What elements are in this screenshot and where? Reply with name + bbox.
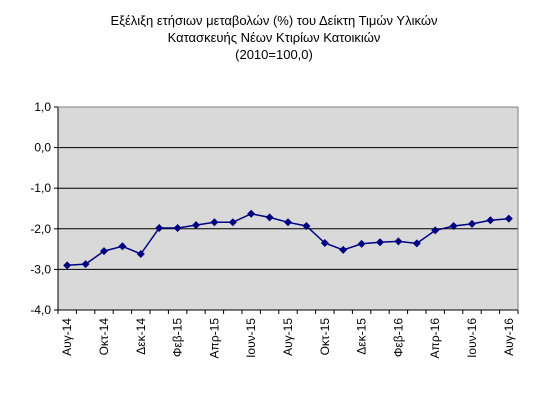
y-tick-label: -4,0 bbox=[30, 303, 51, 317]
data-point-marker bbox=[339, 245, 348, 254]
y-tick-label: 1,0 bbox=[34, 100, 51, 114]
x-tick-label: Δεκ-14 bbox=[134, 318, 148, 355]
data-point-marker bbox=[486, 216, 495, 225]
x-axis-ticks: Αυγ-14 Οκτ-14 Δεκ-14 Φεβ-15 Απρ-15 Ιουν-15 Αυγ… bbox=[57, 310, 519, 359]
data-point-marker bbox=[468, 219, 476, 228]
data-point-marker bbox=[173, 223, 182, 232]
x-tick-label: Φεβ-16 bbox=[391, 318, 405, 357]
series-markers bbox=[63, 209, 513, 270]
chart-title-line-2: Κατασκευής Νέων Κτιρίων Κατοικιών bbox=[167, 30, 381, 45]
x-tick-label: Απρ-16 bbox=[428, 318, 442, 359]
x-tick-label: Αυγ-15 bbox=[281, 318, 295, 356]
y-tick-label: -1,0 bbox=[30, 181, 51, 195]
x-tick-label: Αυγ-14 bbox=[60, 318, 74, 356]
data-point-marker bbox=[247, 209, 256, 218]
x-tick-label: Ιουν-15 bbox=[244, 318, 258, 358]
chart-title: Εξέλιξη ετήσιων μεταβολών (%) του Δείκτη… bbox=[0, 12, 548, 63]
data-point-marker bbox=[504, 214, 513, 223]
x-tick-label: Οκτ-15 bbox=[318, 318, 332, 356]
x-tick-label: Απρ-15 bbox=[207, 318, 221, 359]
data-point-marker bbox=[394, 237, 403, 246]
y-tick-label: 0,0 bbox=[34, 141, 51, 155]
data-point-marker bbox=[118, 242, 127, 251]
data-point-marker bbox=[284, 218, 292, 227]
data-point-marker bbox=[412, 239, 421, 248]
data-point-marker bbox=[100, 247, 108, 256]
y-tick-label: -2,0 bbox=[30, 222, 51, 236]
x-tick-label: Δεκ-15 bbox=[355, 318, 369, 355]
x-tick-label: Ιουν-16 bbox=[465, 318, 479, 358]
chart-title-line-1: Εξέλιξη ετήσιων μεταβολών (%) του Δείκτη… bbox=[110, 13, 438, 28]
x-tick-label: Οκτ-14 bbox=[97, 318, 111, 356]
data-point-marker bbox=[449, 221, 458, 230]
data-point-marker bbox=[63, 261, 72, 270]
axes bbox=[57, 106, 519, 311]
data-point-marker bbox=[302, 221, 311, 230]
data-point-marker bbox=[320, 239, 329, 248]
data-point-marker bbox=[136, 249, 145, 258]
data-point-marker bbox=[228, 218, 237, 227]
data-point-marker bbox=[210, 218, 219, 227]
data-point-marker bbox=[81, 260, 90, 269]
x-tick-label: Αυγ-16 bbox=[502, 318, 516, 356]
plot-area bbox=[58, 107, 518, 310]
data-point-marker bbox=[357, 239, 366, 248]
data-point-marker bbox=[376, 238, 384, 247]
y-tick-label: -3,0 bbox=[30, 262, 51, 276]
y-axis-ticks: 1,0 0,0 -1,0 -2,0 -3,0 -4,0 bbox=[30, 100, 58, 317]
data-point-marker bbox=[192, 221, 200, 230]
data-point-marker bbox=[431, 226, 440, 235]
data-point-marker bbox=[155, 223, 164, 232]
data-point-marker bbox=[265, 213, 274, 222]
x-tick-label: Φεβ-15 bbox=[171, 318, 185, 357]
chart-title-line-3: (2010=100,0) bbox=[235, 47, 313, 62]
